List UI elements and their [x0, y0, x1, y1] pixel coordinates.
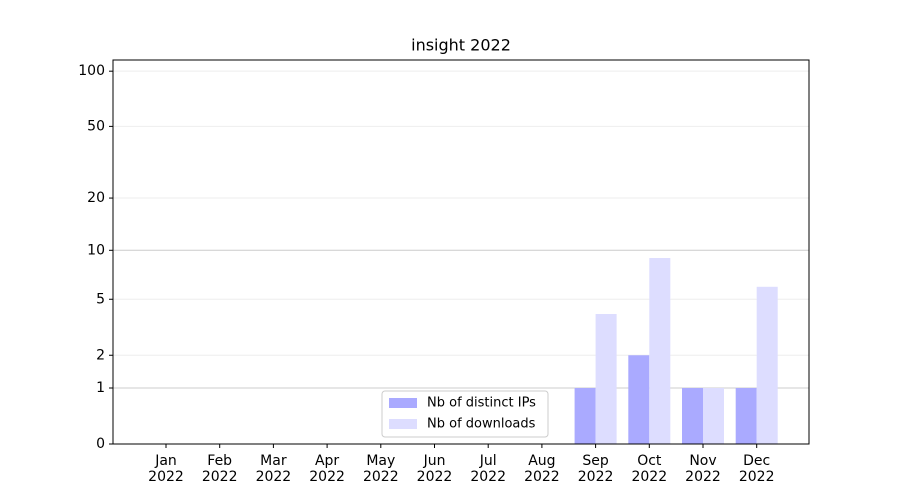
x-tick-label: Jun 2022	[416, 453, 453, 485]
legend-swatch	[389, 398, 417, 408]
chart-title: insight 2022	[411, 36, 511, 55]
x-tick-label: Jan 2022	[148, 453, 184, 485]
grid	[113, 70, 809, 445]
legend-label: Nb of downloads	[427, 417, 536, 432]
y-tick-label: 10	[87, 242, 105, 258]
x-tick-label: Aug 2022	[524, 453, 560, 485]
x-tick-label: Feb 2022	[201, 453, 238, 485]
bar	[735, 388, 757, 444]
y-tick-label: 50	[87, 118, 105, 134]
legend-label: Nb of distinct IPs	[427, 396, 536, 411]
x-tick-label: Mar 2022	[255, 453, 292, 485]
y-tick-label: 5	[96, 291, 105, 307]
plot-frame	[112, 59, 810, 445]
bar	[649, 257, 671, 444]
bar	[703, 388, 724, 444]
y-tick-label: 100	[78, 63, 105, 79]
bar	[628, 355, 650, 444]
y-tick-label: 1	[96, 380, 105, 396]
y-tick-label: 0	[96, 436, 105, 452]
x-tick-label: Jul 2022	[470, 453, 506, 485]
bar	[682, 388, 703, 444]
x-tick-label: Oct 2022	[631, 453, 668, 485]
legend: Nb of distinct IPs Nb of downloads	[381, 390, 549, 438]
x-tick-label: May 2022	[362, 453, 399, 485]
x-tick-label: Dec 2022	[738, 453, 775, 485]
y-tick-label: 2	[96, 347, 105, 363]
x-tick-label: Sep 2022	[577, 453, 614, 485]
bar	[756, 286, 778, 444]
legend-swatch	[389, 419, 417, 429]
x-tick-label: Apr 2022	[309, 453, 345, 485]
bar	[595, 313, 617, 444]
y-tick-label: 20	[87, 190, 105, 206]
x-tick-label: Nov 2022	[685, 453, 721, 485]
legend-box	[381, 390, 549, 438]
bar	[574, 388, 596, 444]
